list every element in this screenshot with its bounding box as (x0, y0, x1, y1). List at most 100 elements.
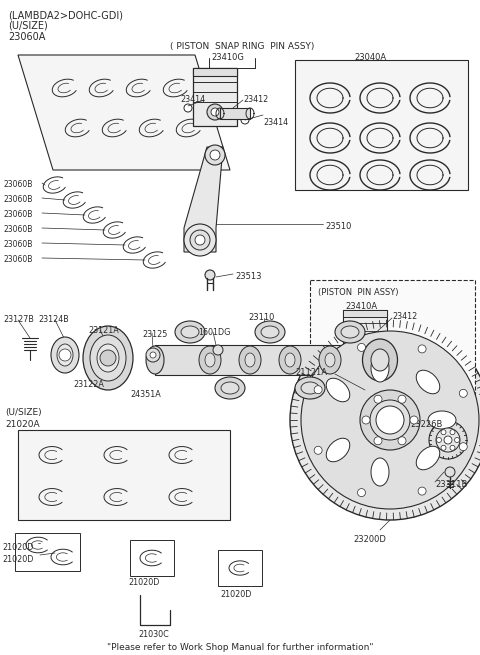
Text: "Please refer to Work Shop Manual for further information": "Please refer to Work Shop Manual for fu… (107, 643, 373, 652)
Text: 23125: 23125 (142, 330, 168, 339)
Ellipse shape (239, 346, 261, 374)
Ellipse shape (371, 354, 389, 382)
Text: 23121A: 23121A (88, 326, 119, 335)
Ellipse shape (335, 321, 365, 343)
Text: (LAMBDA2>DOHC-GDI): (LAMBDA2>DOHC-GDI) (8, 10, 123, 20)
Ellipse shape (416, 446, 440, 470)
Text: 23127B: 23127B (3, 315, 34, 324)
Text: 23060B: 23060B (4, 225, 34, 234)
Circle shape (398, 395, 406, 403)
Text: 21121A: 21121A (295, 368, 327, 377)
Ellipse shape (146, 346, 164, 374)
Text: 23412: 23412 (392, 312, 417, 321)
Circle shape (374, 395, 382, 403)
Circle shape (314, 386, 322, 394)
Ellipse shape (341, 326, 359, 338)
Text: ( PISTON  SNAP RING  PIN ASSY): ( PISTON SNAP RING PIN ASSY) (170, 42, 314, 51)
Circle shape (445, 467, 455, 477)
Ellipse shape (301, 382, 319, 394)
Circle shape (362, 344, 368, 350)
Circle shape (436, 438, 442, 443)
Circle shape (100, 350, 116, 366)
Text: 23060B: 23060B (4, 210, 34, 219)
Ellipse shape (326, 438, 350, 462)
Text: 23510: 23510 (325, 222, 351, 231)
Text: 23410A: 23410A (345, 302, 377, 311)
Bar (193, 68, 237, 76)
Ellipse shape (83, 326, 133, 390)
Text: (PISTON  PIN ASSY): (PISTON PIN ASSY) (318, 288, 398, 297)
Ellipse shape (255, 321, 285, 343)
Text: 23110: 23110 (248, 313, 275, 322)
Circle shape (358, 489, 365, 496)
Ellipse shape (285, 353, 295, 367)
Ellipse shape (290, 320, 480, 520)
Text: 23060B: 23060B (4, 255, 34, 264)
Text: 21020D: 21020D (220, 590, 252, 599)
Circle shape (362, 416, 370, 424)
Circle shape (241, 116, 249, 124)
Text: 23414: 23414 (263, 118, 288, 127)
Circle shape (450, 430, 455, 435)
Text: 23311B: 23311B (435, 480, 468, 489)
Text: 21020D: 21020D (2, 543, 34, 552)
Text: (U/SIZE): (U/SIZE) (8, 21, 48, 31)
Circle shape (210, 150, 220, 160)
Ellipse shape (279, 346, 301, 374)
Bar (370, 341, 402, 351)
Circle shape (376, 406, 404, 434)
Circle shape (459, 443, 468, 451)
Polygon shape (18, 55, 230, 170)
Ellipse shape (261, 326, 279, 338)
Text: 23060B: 23060B (4, 195, 34, 204)
Bar (310, 280, 475, 400)
Ellipse shape (51, 337, 79, 373)
Text: (U/SIZE): (U/SIZE) (5, 408, 42, 417)
Bar (130, 540, 174, 576)
Text: 21020A: 21020A (5, 420, 40, 429)
Circle shape (207, 104, 223, 120)
Ellipse shape (416, 370, 440, 394)
Text: 23513: 23513 (235, 272, 262, 281)
Bar (343, 310, 387, 317)
Text: 23412: 23412 (243, 95, 268, 104)
Text: 23060A: 23060A (8, 32, 46, 42)
Text: 21030C: 21030C (138, 630, 169, 639)
Ellipse shape (57, 344, 73, 366)
Text: 21020D: 21020D (2, 555, 34, 564)
Ellipse shape (221, 382, 239, 394)
Ellipse shape (90, 335, 126, 381)
Circle shape (205, 145, 225, 165)
Circle shape (205, 270, 215, 280)
Ellipse shape (326, 378, 350, 402)
Ellipse shape (215, 377, 245, 399)
Bar (343, 310, 387, 362)
Circle shape (441, 430, 446, 435)
Ellipse shape (371, 349, 389, 371)
Circle shape (195, 235, 205, 245)
Ellipse shape (97, 344, 119, 372)
Bar (193, 68, 237, 126)
Ellipse shape (319, 346, 341, 374)
Circle shape (358, 340, 372, 354)
Circle shape (146, 348, 160, 362)
Circle shape (418, 345, 426, 353)
Ellipse shape (436, 428, 460, 452)
Polygon shape (18, 430, 230, 520)
Text: 23060B: 23060B (4, 240, 34, 249)
Ellipse shape (301, 331, 479, 509)
Circle shape (213, 345, 223, 355)
Circle shape (184, 104, 192, 112)
Text: 23124B: 23124B (38, 315, 69, 324)
Text: 21020D: 21020D (128, 578, 159, 587)
Ellipse shape (199, 346, 221, 374)
Ellipse shape (245, 353, 255, 367)
Circle shape (398, 437, 406, 445)
Ellipse shape (370, 400, 410, 440)
Ellipse shape (362, 339, 397, 381)
Circle shape (184, 224, 216, 256)
Circle shape (410, 416, 418, 424)
Circle shape (150, 352, 156, 358)
Polygon shape (184, 147, 223, 252)
Circle shape (59, 349, 71, 361)
